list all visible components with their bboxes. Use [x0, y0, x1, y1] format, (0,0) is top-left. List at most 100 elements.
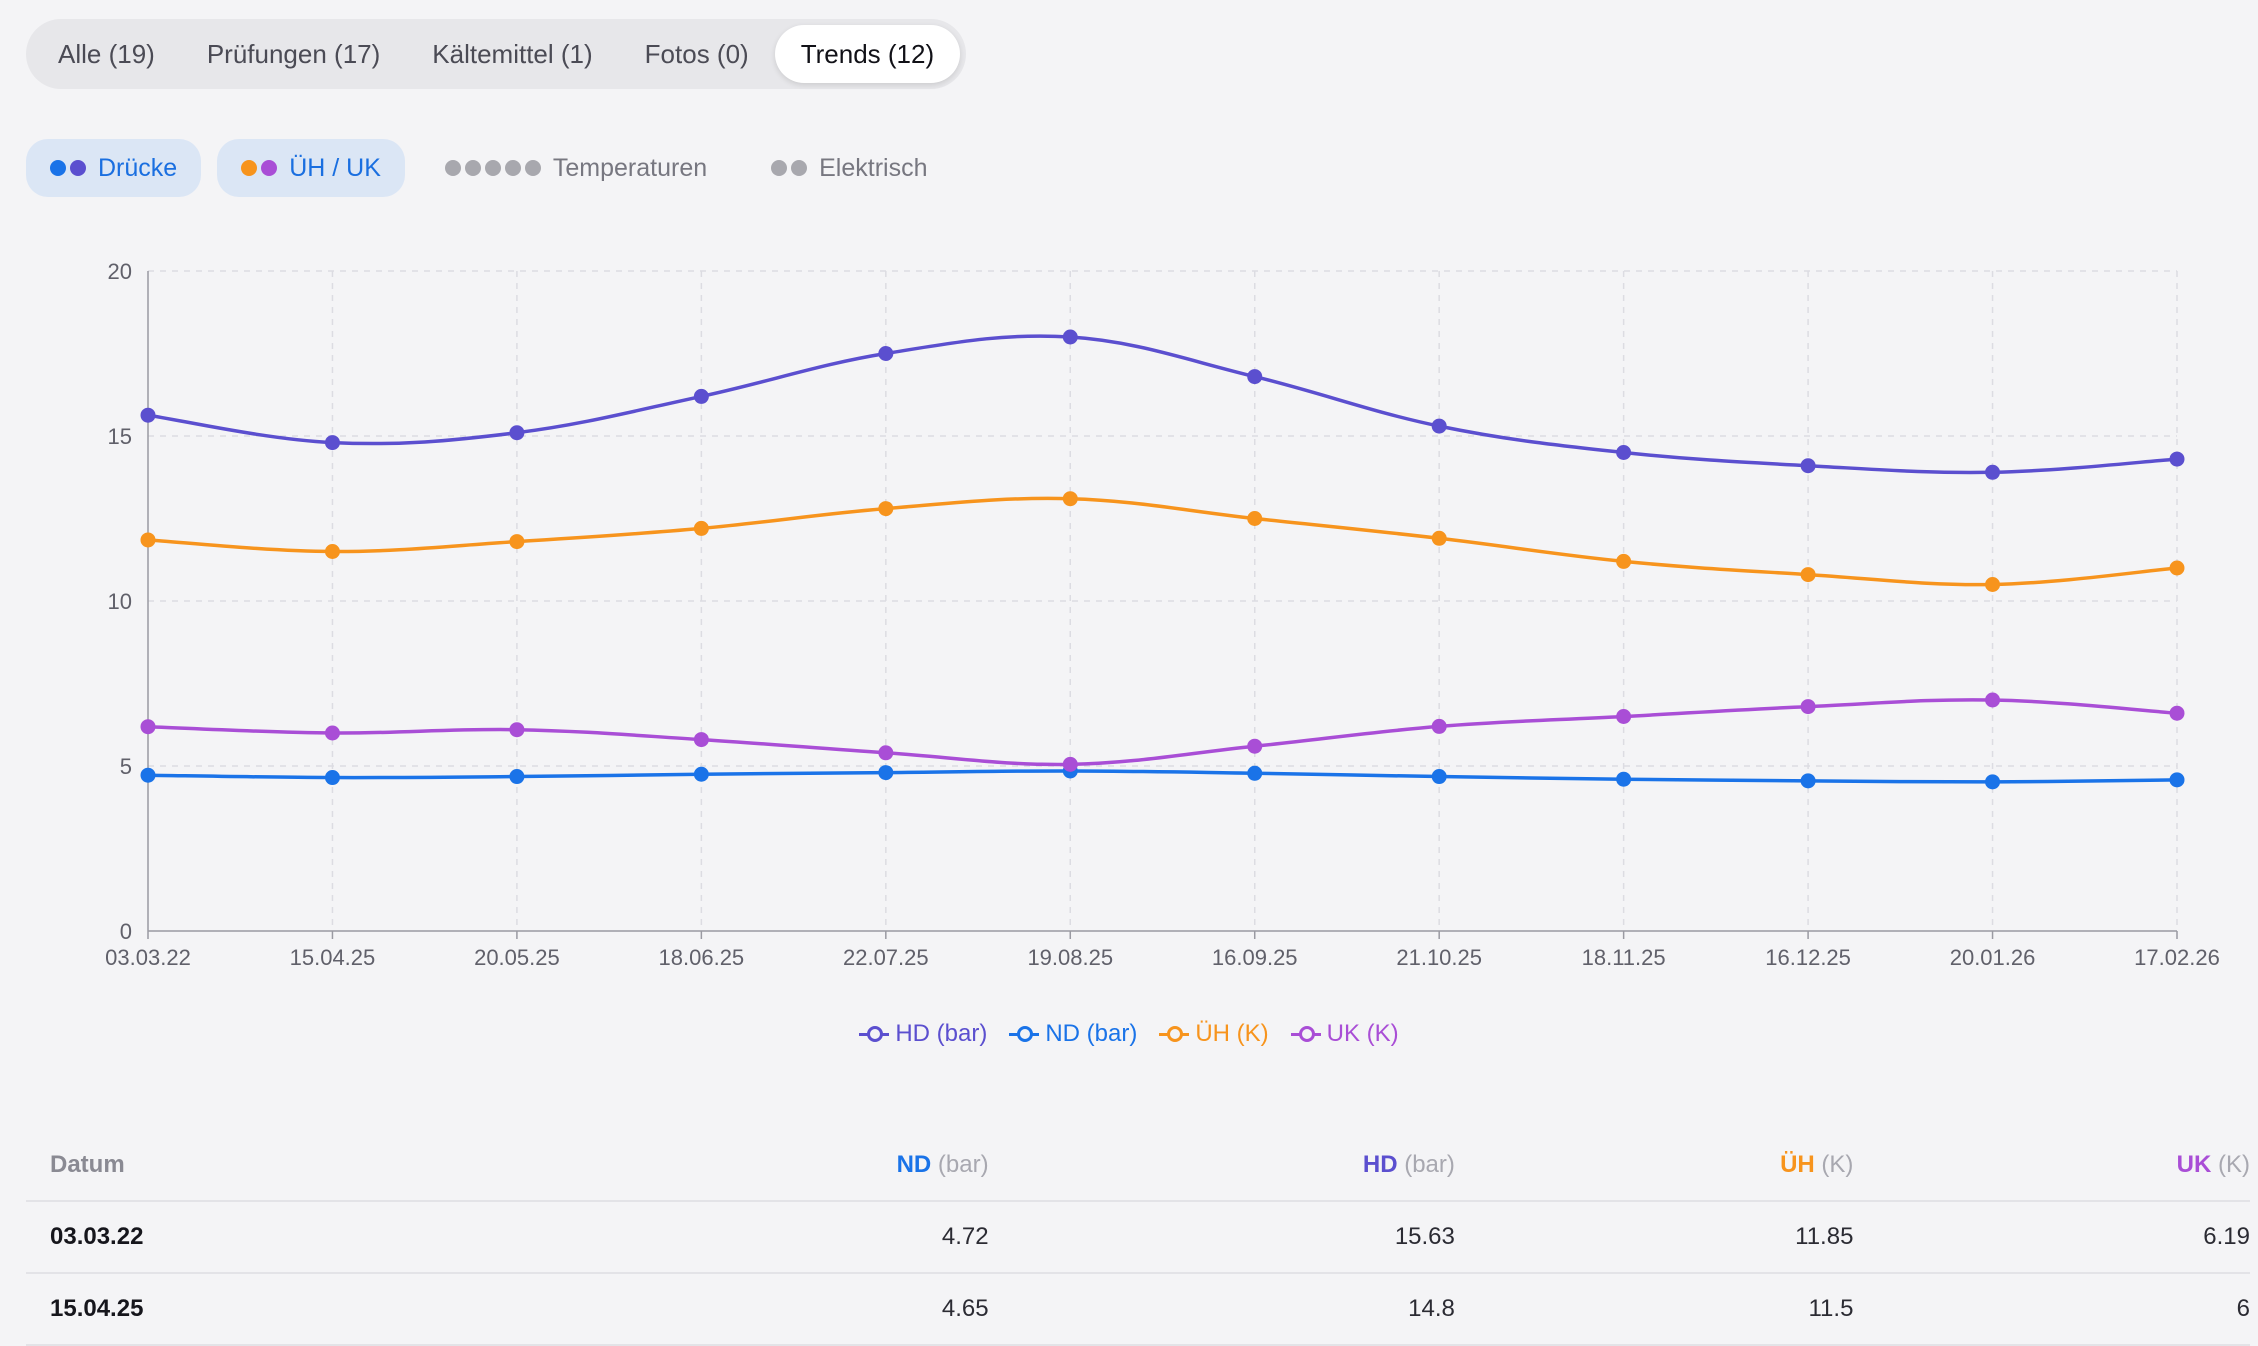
col-header-uh[interactable]: ÜH (K)	[1455, 1151, 1854, 1179]
x-tick-label: 18.11.25	[1582, 945, 1666, 970]
filter-dots-temperaturen	[444, 160, 541, 176]
col-header-hd-unit: (bar)	[1404, 1151, 1455, 1178]
series-dot	[261, 160, 278, 176]
series-dot	[504, 160, 521, 176]
chart-legend: HD (bar) ND (bar) ÜH (K) UK (K)	[0, 1016, 2258, 1052]
cell-date: 03.03.22	[50, 1223, 144, 1250]
data-point	[324, 435, 340, 451]
col-header-uk[interactable]: UK (K)	[1853, 1151, 2250, 1179]
data-point	[1431, 418, 1447, 434]
cell-uh: 11.5	[1808, 1295, 1854, 1322]
cell-uk: 6.19	[2203, 1223, 2250, 1250]
table-row[interactable]: 15.04.25 4.65 14.8 11.5 6	[26, 1274, 2250, 1346]
filter-label-uh-uk: ÜH / UK	[289, 153, 381, 182]
legend-item[interactable]: HD (bar)	[859, 1020, 987, 1048]
x-tick-label: 20.01.26	[1950, 945, 2036, 970]
data-point	[2169, 705, 2185, 721]
trend-data-table: Datum ND (bar) HD (bar) ÜH (K) UK (K) 03…	[26, 1130, 2250, 1346]
tab-fotos[interactable]: Fotos (0)	[644, 38, 749, 69]
series-line	[147, 698, 2178, 767]
series-dot	[791, 160, 808, 176]
legend-label: ND (bar)	[1045, 1020, 1138, 1047]
cell-hd: 14.8	[1408, 1295, 1455, 1322]
filter-chip-temperaturen[interactable]: Temperaturen	[421, 139, 731, 197]
series-line	[147, 769, 2178, 784]
tab-pruefungen[interactable]: Prüfungen (17)	[206, 38, 381, 69]
tab-trends[interactable]: Trends (12)	[774, 25, 961, 83]
data-point	[878, 765, 894, 781]
cell-hd: 15.63	[1394, 1223, 1455, 1250]
data-point	[1431, 769, 1447, 785]
filter-label-elektrisch: Elektrisch	[819, 153, 928, 182]
filter-label-temperaturen: Temperaturen	[552, 153, 708, 182]
col-header-uh-name: ÜH	[1780, 1151, 1815, 1178]
tab-alle[interactable]: Alle (19)	[58, 38, 155, 69]
cell-uk: 6	[2236, 1295, 2250, 1322]
legend-item[interactable]: UK (K)	[1290, 1020, 1399, 1048]
data-point	[1431, 718, 1447, 734]
cell-nd: 4.72	[941, 1223, 989, 1250]
cell-date: 15.04.25	[50, 1295, 144, 1322]
data-point	[1062, 491, 1078, 507]
filter-chip-druecke[interactable]: Drücke	[26, 139, 202, 197]
data-point	[1985, 692, 2001, 708]
legend-label: ÜH (K)	[1195, 1020, 1269, 1047]
legend-label: HD (bar)	[895, 1020, 988, 1047]
filter-chip-uh-uk[interactable]: ÜH / UK	[217, 139, 405, 197]
data-point	[1247, 369, 1263, 385]
y-tick-label: 15	[108, 424, 132, 449]
data-point	[1616, 709, 1632, 724]
data-point	[509, 722, 525, 738]
series-dot	[464, 160, 481, 176]
data-point	[1985, 464, 2001, 480]
table-row[interactable]: 03.03.22 4.72 15.63 11.85 6.19	[26, 1202, 2250, 1274]
tab-kaeltemittel[interactable]: Kältemittel (1)	[432, 38, 593, 69]
col-header-uk-unit: (K)	[2217, 1151, 2250, 1178]
col-header-hd[interactable]: HD (bar)	[989, 1151, 1455, 1179]
x-tick-label: 18.06.25	[659, 945, 745, 970]
cell-uh: 11.85	[1795, 1223, 1854, 1250]
x-tick-label: 19.08.25	[1027, 945, 1113, 970]
x-tick-label: 22.07.25	[843, 945, 929, 970]
x-tick-label: 16.12.25	[1765, 945, 1851, 970]
data-point	[1800, 773, 1816, 789]
data-point	[2169, 560, 2185, 576]
data-point	[1247, 511, 1263, 526]
x-tick-label: 21.10.25	[1396, 945, 1482, 970]
filter-chip-elektrisch[interactable]: Elektrisch	[747, 139, 951, 197]
data-point	[1616, 771, 1632, 787]
data-point	[1062, 329, 1078, 345]
data-point	[878, 745, 894, 761]
series-dot	[70, 160, 86, 176]
data-point	[1800, 567, 1816, 583]
data-point	[140, 407, 156, 423]
filter-dots-elektrisch	[771, 160, 808, 176]
series-filter-bar: Drücke ÜH / UK Temperaturen Elektrisch	[26, 139, 952, 197]
col-header-nd-unit: (bar)	[937, 1151, 989, 1178]
series-line	[147, 334, 2178, 475]
legend-marker-icon	[1159, 1026, 1190, 1042]
series-dot	[524, 160, 541, 176]
col-header-uh-unit: (K)	[1821, 1151, 1854, 1178]
legend-item[interactable]: ÜH (K)	[1159, 1020, 1269, 1048]
data-point	[878, 501, 894, 517]
legend-label: UK (K)	[1326, 1020, 1399, 1047]
x-tick-label: 17.02.26	[2134, 945, 2220, 970]
legend-item[interactable]: ND (bar)	[1009, 1020, 1137, 1048]
x-tick-label: 16.09.25	[1212, 945, 1298, 970]
data-point	[693, 766, 709, 782]
filter-dots-druecke	[50, 160, 86, 176]
col-header-hd-name: HD	[1362, 1151, 1398, 1178]
data-point	[1800, 458, 1816, 474]
col-header-datum[interactable]: Datum	[50, 1151, 125, 1178]
data-point	[693, 388, 709, 404]
tab-bar: Alle (19) Prüfungen (17) Kältemittel (1)…	[26, 19, 967, 89]
data-point	[1985, 577, 2001, 592]
data-point	[878, 346, 894, 361]
data-point	[1247, 738, 1263, 754]
y-tick-label: 0	[120, 919, 132, 944]
data-point	[324, 770, 340, 786]
legend-marker-icon	[1290, 1026, 1321, 1042]
table-header-row: Datum ND (bar) HD (bar) ÜH (K) UK (K)	[26, 1130, 2250, 1202]
col-header-nd[interactable]: ND (bar)	[564, 1151, 989, 1179]
